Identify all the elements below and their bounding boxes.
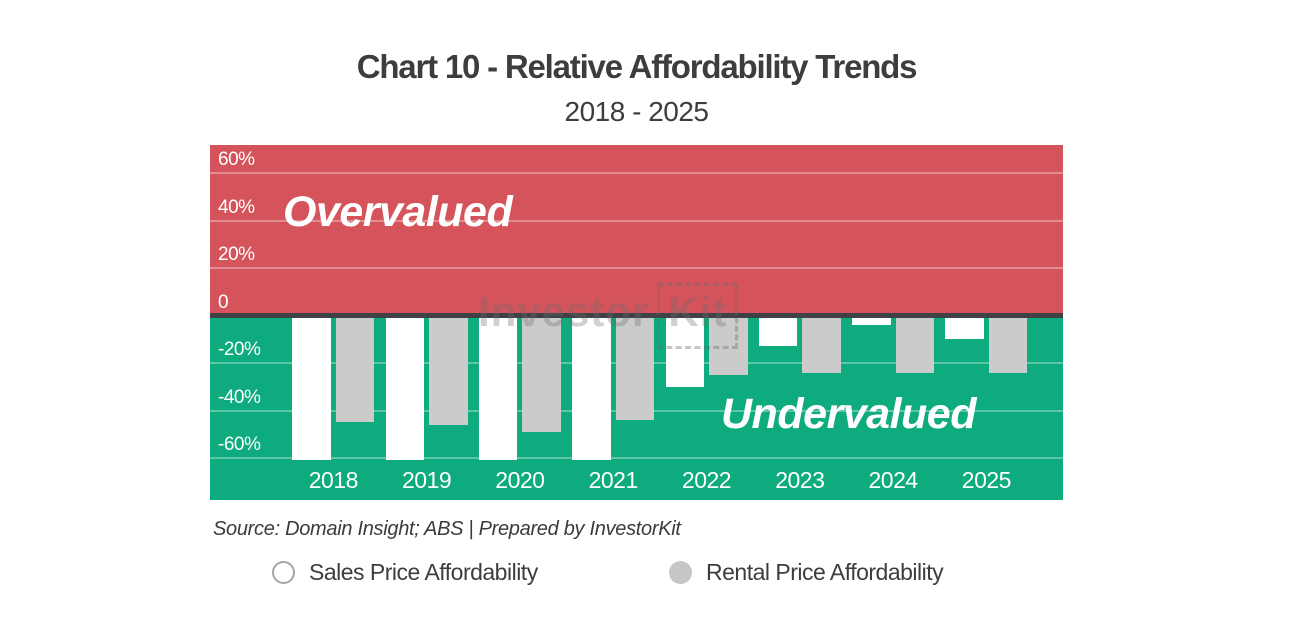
zero-baseline bbox=[210, 313, 1063, 318]
rental-bar-2019 bbox=[429, 315, 468, 425]
overvalued-zone bbox=[210, 145, 1063, 316]
overvalued-label: Overvalued bbox=[283, 188, 513, 236]
rental-bar-2023 bbox=[802, 315, 841, 373]
investorkit-watermark: Investor Kit bbox=[478, 283, 739, 349]
gridline-60% bbox=[210, 172, 1063, 174]
rental-bar-2021 bbox=[615, 315, 655, 420]
legend-item-sales: Sales Price Affordability bbox=[272, 559, 538, 585]
y-tick-20%: 20% bbox=[218, 244, 255, 265]
x-tick-2020: 2020 bbox=[495, 467, 545, 493]
rental-bar-2024 bbox=[895, 315, 935, 373]
sales-bar-2020 bbox=[478, 315, 518, 460]
rental-bar-2025 bbox=[988, 315, 1028, 373]
y-tick--60%: -60% bbox=[218, 434, 261, 455]
gridline-20% bbox=[210, 267, 1063, 269]
y-tick-40%: 40% bbox=[218, 196, 255, 218]
sales-bar-2024 bbox=[852, 315, 891, 325]
sales-bar-2019 bbox=[385, 315, 425, 460]
x-tick-2022: 2022 bbox=[681, 467, 732, 493]
sales-bar-2022 bbox=[665, 315, 704, 387]
sales-swatch-icon bbox=[272, 560, 295, 584]
undervalued-label: Undervalued bbox=[721, 390, 976, 438]
source-note: Source: Domain Insight; ABS | Prepared b… bbox=[213, 518, 681, 540]
rental-swatch-icon bbox=[669, 560, 692, 584]
y-tick-0: 0 bbox=[218, 291, 229, 313]
plot-area bbox=[210, 145, 1063, 461]
sales-bar-2023 bbox=[758, 315, 798, 347]
x-tick-2024: 2024 bbox=[868, 467, 919, 493]
chart-title: Chart 10 - Relative Affordability Trends bbox=[356, 48, 918, 85]
rental-bar-2022 bbox=[709, 315, 748, 375]
y-tick-60%: 60% bbox=[218, 149, 255, 170]
legend: Sales Price Affordability Rental Price A… bbox=[0, 559, 1296, 587]
legend-label-sales: Sales Price Affordability bbox=[309, 559, 538, 585]
legend-label-rental: Rental Price Affordability bbox=[706, 559, 944, 585]
watermark-text-investor: Investor bbox=[478, 288, 650, 335]
x-tick-2019: 2019 bbox=[402, 467, 452, 493]
gridline--60% bbox=[210, 457, 1063, 459]
x-tick-2021: 2021 bbox=[588, 467, 639, 493]
y-tick--20%: -20% bbox=[218, 339, 261, 360]
gridline-40% bbox=[210, 219, 1063, 222]
x-tick-2025: 2025 bbox=[961, 467, 1012, 493]
plot-panel: 60% 40% 20% 0 -20% -40% -60% 2018 2019 2020 2021 2… bbox=[210, 145, 1063, 500]
rental-bar-2018 bbox=[335, 315, 375, 423]
legend-item-rental: Rental Price Affordability bbox=[669, 559, 944, 585]
rental-bar-2020 bbox=[522, 315, 561, 432]
sales-bar-2025 bbox=[945, 315, 984, 340]
y-tick--40%: -40% bbox=[218, 386, 261, 408]
x-tick-2023: 2023 bbox=[775, 467, 825, 493]
x-tick-2018: 2018 bbox=[308, 467, 359, 493]
chart-subtitle: 2018 - 2025 bbox=[564, 96, 709, 127]
sales-bar-2018 bbox=[292, 315, 331, 460]
sales-bar-2021 bbox=[572, 315, 611, 460]
watermark-text-kit: Kit bbox=[657, 283, 739, 349]
